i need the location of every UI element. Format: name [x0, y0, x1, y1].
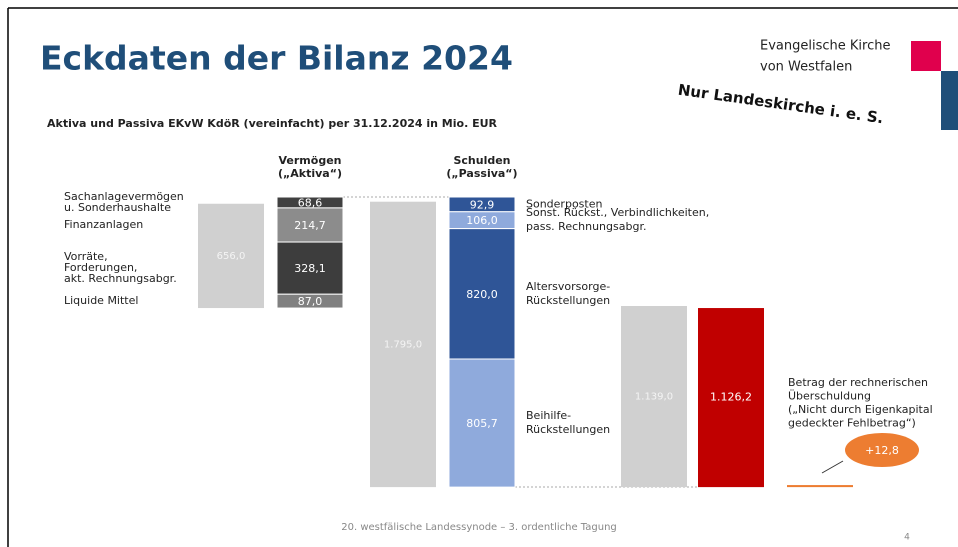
category-label: u. Sonderhaushalte	[64, 201, 171, 214]
callout-label: +12,8	[865, 444, 899, 457]
footer: 20. westfälische Landessynode – 3. orden…	[341, 522, 617, 533]
org-name: von Westfalen	[760, 60, 852, 75]
category-label: Sachanlagevermögen	[64, 190, 184, 203]
annotation: („Nicht durch Eigenkapital	[788, 403, 933, 416]
org-name: Evangelische Kirche	[760, 39, 890, 54]
category-label: Vorräte,	[64, 250, 108, 263]
value-label: 1.139,0	[635, 392, 673, 403]
value-label: 214,7	[294, 219, 326, 232]
category-label: Beihilfe-	[526, 409, 571, 422]
column-header: Vermögen	[279, 154, 342, 167]
value-label: 805,7	[466, 417, 498, 430]
callout	[845, 433, 919, 467]
annotation: gedeckter Fehlbetrag“)	[788, 417, 916, 430]
callout-line	[821, 460, 844, 474]
category-label: Forderungen,	[64, 261, 137, 274]
bar-segment	[276, 207, 344, 243]
total-bar	[621, 306, 687, 488]
category-label: Rückstellungen	[526, 423, 610, 436]
category-label: Rückstellungen	[526, 294, 610, 307]
bar-segment	[448, 358, 516, 488]
logo-bar	[941, 71, 958, 130]
slide-title: Eckdaten der Bilanz 2024	[40, 39, 513, 78]
value-label: 656,0	[217, 251, 246, 262]
category-label: Finanzanlagen	[64, 218, 143, 231]
category-label: Sonst. Rückst., Verbindlichkeiten,	[526, 206, 709, 219]
overschuldung-bar	[787, 485, 853, 488]
annotation: Überschuldung	[788, 390, 871, 403]
page-number: 4	[904, 533, 910, 543]
total-bar	[370, 201, 436, 488]
category-label: Liquide Mittel	[64, 294, 138, 307]
column-header: Schulden	[453, 154, 510, 167]
value-label: 1.795,0	[384, 339, 422, 350]
value-label: 820,0	[466, 288, 498, 301]
category-label: akt. Rechnungsabgr.	[64, 272, 177, 285]
category-label: Sonderposten	[526, 197, 602, 210]
bar-segment	[276, 241, 344, 295]
column-header: („Aktiva“)	[278, 167, 342, 180]
category-label: Altersvorsorge-	[526, 280, 610, 293]
chart-title: Aktiva und Passiva EKvW KdöR (vereinfach…	[47, 117, 498, 130]
bar-segment	[448, 228, 516, 360]
category-label: pass. Rechnungsabgr.	[526, 220, 646, 233]
logo-square	[911, 41, 941, 71]
bar-segment	[276, 293, 344, 309]
value-label: 87,0	[298, 295, 323, 308]
value-label: 1.126,2	[710, 391, 752, 404]
deficit-bar	[698, 308, 764, 488]
annotation: Betrag der rechnerischen	[788, 376, 928, 389]
column-header: („Passiva“)	[446, 167, 517, 180]
value-label: 68,6	[298, 196, 323, 209]
total-bar	[198, 203, 264, 309]
value-label: 92,9	[470, 198, 495, 211]
value-label: 328,1	[294, 262, 326, 275]
value-label: 106,0	[466, 214, 498, 227]
